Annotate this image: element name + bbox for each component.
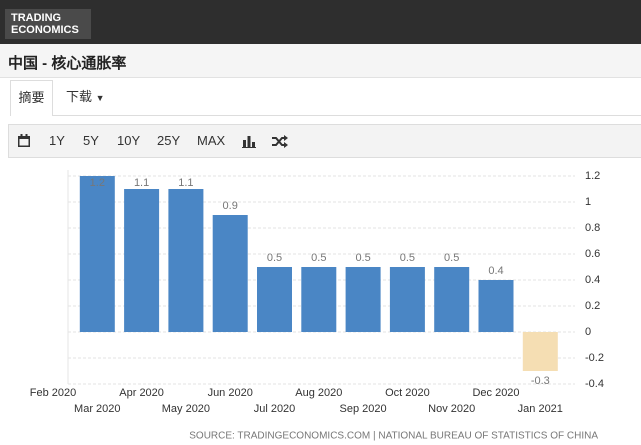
logo-text: TRADING [11,12,62,24]
x-tick-label: Mar 2020 [74,403,120,415]
bar [212,215,248,332]
chart: SOURCE: TRADINGECONOMICS.COM | NATIONAL … [30,170,604,442]
range-button[interactable]: 10Y [117,133,141,148]
x-tick-label: Dec 2020 [472,387,519,399]
data-label: -0.3 [531,375,550,387]
y-tick-label: -0.2 [585,352,604,364]
y-tick-label: 0 [585,326,591,338]
bar [168,189,204,332]
data-label: 1.1 [178,177,193,189]
range-button[interactable]: MAX [197,133,226,148]
bar [389,267,425,332]
y-tick-label: -0.4 [585,378,604,390]
data-label: 0.5 [311,252,326,264]
range-button[interactable]: 1Y [49,133,65,148]
y-tick-label: 1 [585,196,591,208]
x-tick-label: Sep 2020 [340,403,387,415]
top-bar: TRADING ECONOMICS [0,0,641,44]
x-tick-label: Feb 2020 [30,387,76,399]
calendar-icon[interactable] [17,134,31,148]
bar [522,332,558,371]
range-button[interactable]: 5Y [83,133,99,148]
shuffle-icon[interactable] [272,135,288,148]
toolbar: 1Y 5Y 10Y 25Y MAX [8,124,641,158]
tab-border [53,115,641,116]
x-tick-label: May 2020 [162,403,210,415]
bar-chart-icon[interactable] [242,135,256,148]
y-tick-label: 0.8 [585,222,600,234]
page-title: 中国 - 核心通胀率 [8,55,127,72]
x-tick-label: Aug 2020 [295,387,342,399]
bar [301,267,337,332]
tab[interactable]: 摘要 [10,80,53,116]
bar [257,267,292,332]
bar [124,189,160,332]
bar [478,280,514,332]
x-tick-label: Nov 2020 [428,403,475,415]
bar [79,176,115,332]
x-tick-label: Jun 2020 [208,387,253,399]
y-tick-label: 1.2 [585,170,600,182]
data-label: 0.5 [355,252,370,264]
caret: ▼ [95,93,105,103]
data-label: 0.5 [400,252,415,264]
y-tick-label: 0.4 [585,274,600,286]
y-tick-label: 0.6 [585,248,600,260]
data-label: 1.1 [134,177,149,189]
data-label: 0.5 [444,252,459,264]
data-label: 0.9 [223,200,238,212]
data-label: 1.2 [90,177,105,189]
source: SOURCE: TRADINGECONOMICS.COM | NATIONAL … [189,431,598,442]
x-tick-label: Apr 2020 [119,387,164,399]
tab[interactable]: 下载 ▼ [66,80,105,114]
tab-label: 下载 [66,89,93,104]
x-tick-label: Jan 2021 [518,403,563,415]
data-label: 0.5 [267,252,282,264]
title-bar: 中国 - 核心通胀率 [0,44,641,78]
x-tick-label: Jul 2020 [254,403,296,415]
data-label: 0.4 [488,265,503,277]
logo[interactable]: TRADING ECONOMICS [5,9,91,39]
bar [345,267,381,332]
bar [434,267,470,332]
x-tick-label: Oct 2020 [385,387,430,399]
y-tick-label: 0.2 [585,300,600,312]
range-button[interactable]: 25Y [157,133,181,148]
logo-text: ECONOMICS [11,24,79,36]
